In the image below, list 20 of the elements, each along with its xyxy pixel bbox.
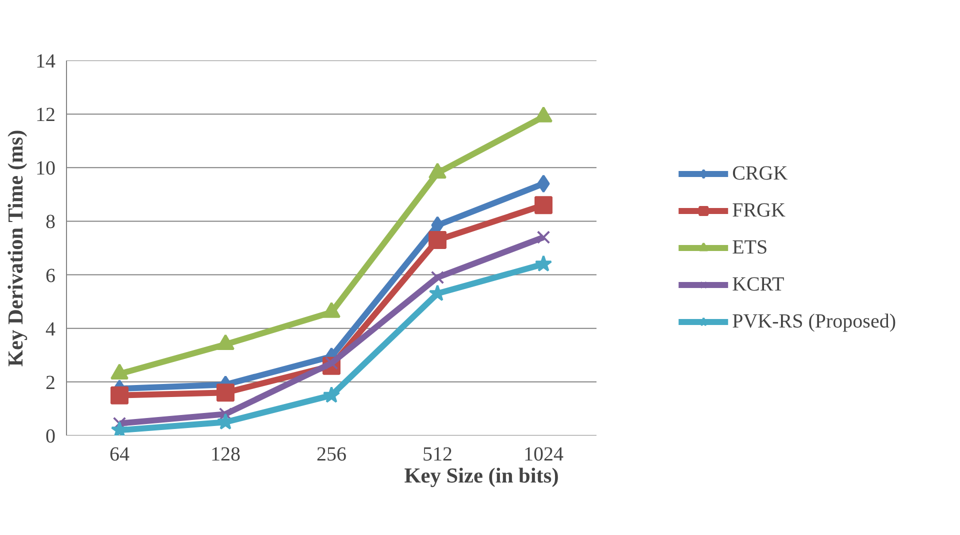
y-tick-label: 2 bbox=[46, 372, 56, 394]
x-tick-label: 128 bbox=[210, 444, 240, 466]
y-tick-label: 8 bbox=[46, 211, 56, 234]
y-tick-label: 0 bbox=[46, 426, 56, 448]
legend-label: FRGK bbox=[732, 199, 786, 222]
x-tick-label: 64 bbox=[110, 444, 130, 466]
x-axis-title: Key Size (in bits) bbox=[404, 464, 559, 488]
x-tick-label: 256 bbox=[316, 444, 346, 466]
x-tick-label: 512 bbox=[422, 444, 452, 466]
legend-label: ETS bbox=[732, 236, 768, 259]
y-tick-label: 10 bbox=[36, 158, 56, 180]
x-tick-label: 1024 bbox=[524, 444, 564, 466]
legend-label: PVK-RS (Proposed) bbox=[732, 310, 896, 333]
y-tick-label: 4 bbox=[46, 318, 56, 340]
legend-label: CRGK bbox=[732, 162, 788, 185]
legend-label: KCRT bbox=[732, 273, 784, 296]
y-tick-label: 14 bbox=[36, 50, 56, 72]
y-tick-label: 12 bbox=[36, 104, 56, 126]
y-tick-label: 6 bbox=[46, 264, 56, 287]
y-axis-title: Key Derivation Time (ms) bbox=[4, 130, 28, 367]
